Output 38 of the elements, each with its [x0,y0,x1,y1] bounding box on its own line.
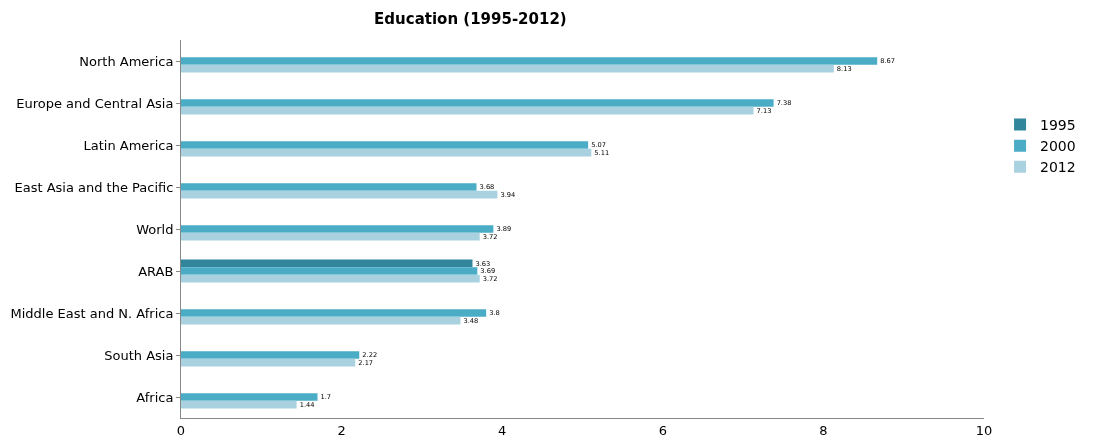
x-tick-label: 6 [658,422,667,438]
y-tick-label: ARAB [138,263,174,279]
x-tick-label: 2 [337,422,346,438]
x-tick-label: 8 [819,422,828,438]
y-tick-label: Middle East and N. Africa [10,305,174,321]
bar [181,64,834,73]
bar [181,141,589,149]
bar [181,106,754,115]
bar [181,400,297,409]
legend-label: 2000 [1040,138,1076,155]
chart-title: Education (1995-2012) [374,9,567,28]
y-tick-label: Europe and Central Asia [16,95,174,111]
bar [181,232,480,241]
x-tick-label: 0 [176,422,186,438]
y-tick-label: World [136,221,174,237]
bar [181,316,461,325]
y-tick-label: East Asia and the Pacific [14,179,174,195]
bar [181,274,480,283]
y-tick-label: Latin America [83,137,174,153]
bar [181,309,487,317]
bar [181,190,498,199]
legend-label: 2012 [1040,159,1076,176]
bar [181,57,878,65]
bar [181,183,477,191]
bar [181,351,360,359]
bar [181,225,494,233]
bar [181,267,478,275]
x-tick-label: 10 [975,422,993,438]
x-tick-label: 4 [498,422,507,438]
bar [181,393,318,401]
y-tick-label: Africa [136,389,174,405]
y-tick-label: North America [79,53,174,69]
bar [181,99,774,107]
bar [181,259,473,268]
bar [181,148,592,157]
y-tick-label: South Asia [104,347,174,363]
bar [181,358,356,367]
legend-label: 1995 [1040,116,1076,133]
